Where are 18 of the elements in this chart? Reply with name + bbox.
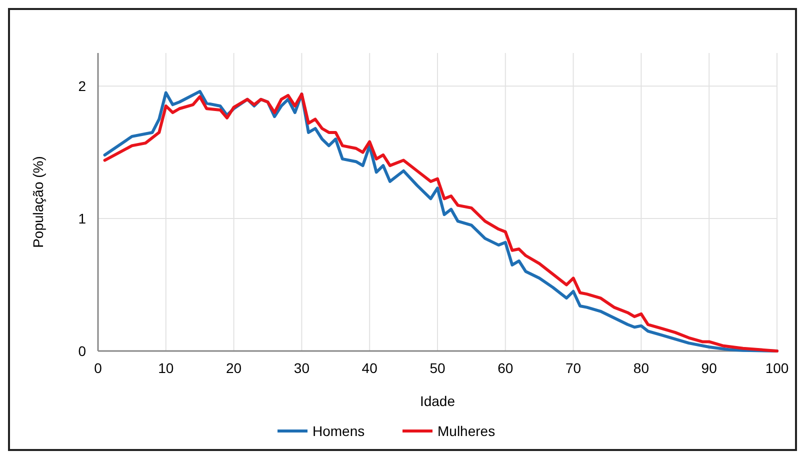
y-axis-title: População (%)	[30, 156, 46, 248]
x-tick-label: 30	[294, 360, 310, 376]
x-tick-label: 0	[94, 360, 102, 376]
x-tick-label: 60	[498, 360, 514, 376]
y-tick-label: 1	[78, 210, 86, 227]
x-tick-label: 10	[158, 360, 174, 376]
x-tick-label: 90	[701, 360, 718, 376]
x-tick-label: 70	[566, 360, 582, 376]
x-tick-label: 40	[362, 360, 378, 376]
legend-label: Mulheres	[438, 423, 496, 439]
legend-label: Homens	[312, 423, 365, 439]
x-axis-title: Idade	[420, 393, 456, 409]
x-tick-label: 100	[765, 360, 789, 376]
x-tick-label: 50	[430, 360, 446, 376]
x-tick-label: 80	[633, 360, 650, 376]
y-tick-label: 0	[78, 343, 86, 359]
x-tick-label: 20	[226, 360, 242, 376]
y-tick-label: 2	[78, 78, 86, 94]
